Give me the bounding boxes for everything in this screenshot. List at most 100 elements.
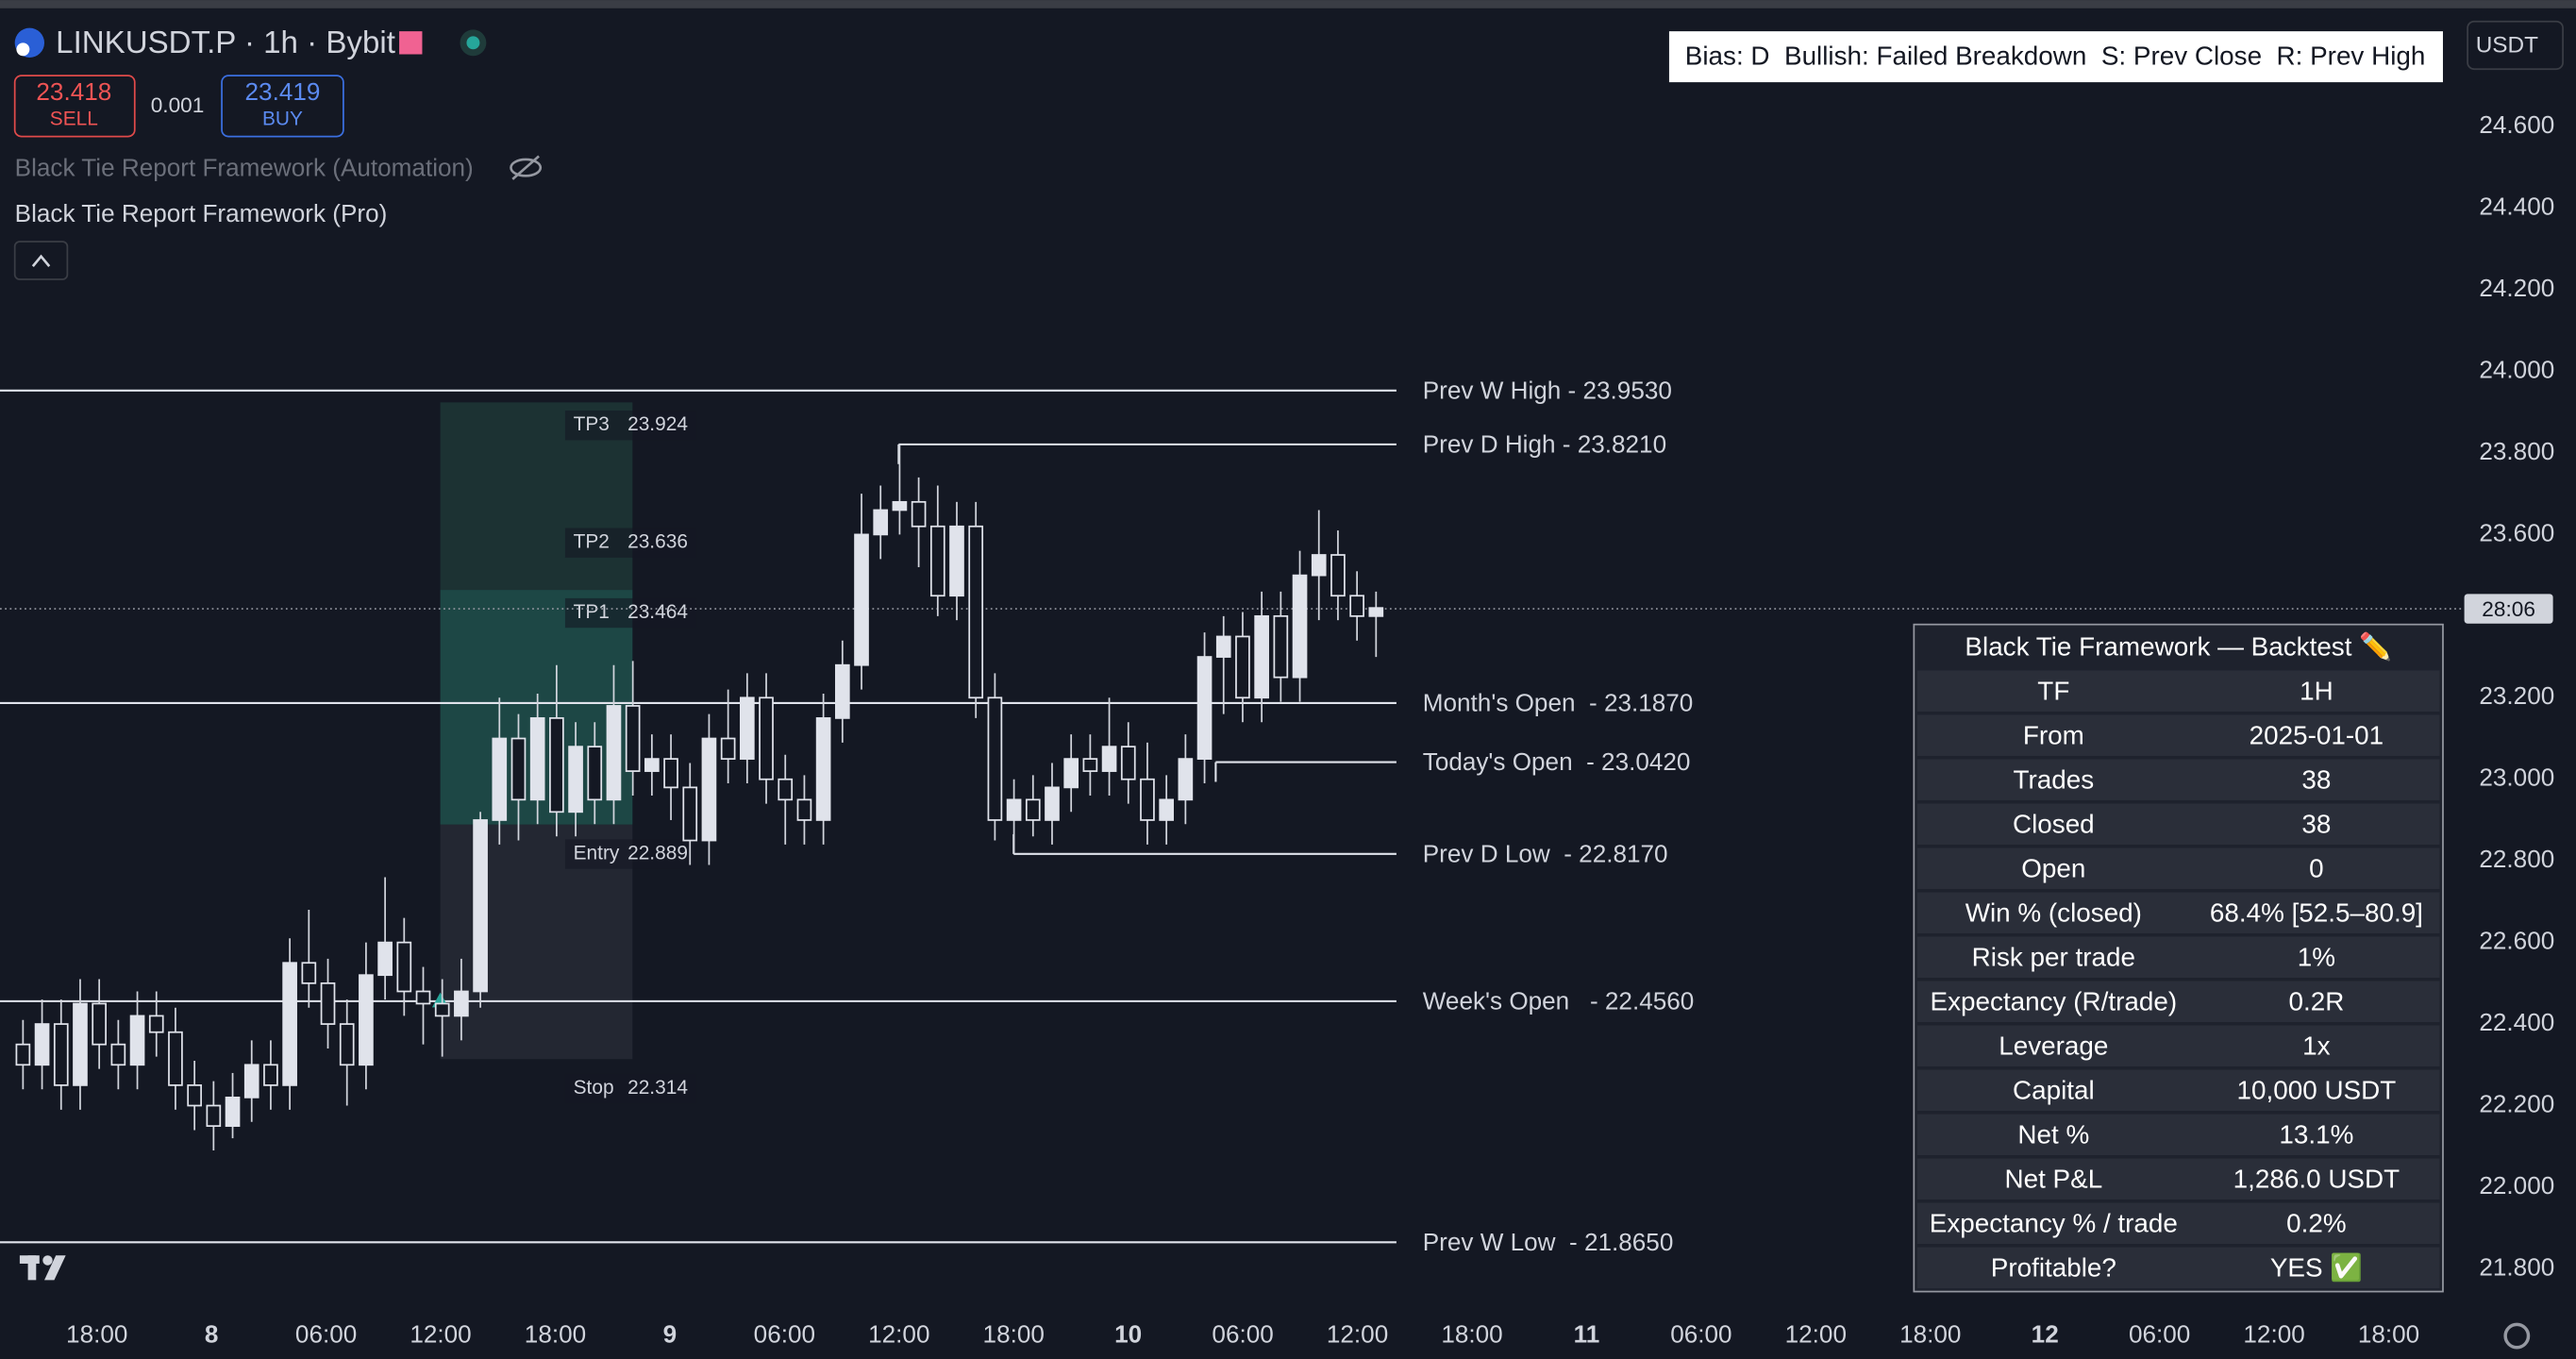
zone-label-bg	[564, 597, 697, 629]
caret-icon	[31, 254, 51, 267]
level-label: Prev W Low - 21.8650	[1423, 1228, 1674, 1256]
level-label: Month's Open - 23.1870	[1423, 689, 1694, 717]
table-cell-value: 38	[2301, 809, 2331, 838]
level-label: Prev W High - 23.9530	[1423, 376, 1672, 404]
table-cell-label: Net %	[2017, 1119, 2089, 1149]
candle-body	[949, 525, 964, 597]
table-cell-label: Leverage	[1999, 1031, 2108, 1060]
y-tick-label: 22.600	[2479, 927, 2554, 955]
candle-body	[720, 737, 736, 760]
candle-body	[454, 990, 469, 1017]
candle-body	[1159, 798, 1174, 821]
x-tick-label: 12	[2032, 1319, 2059, 1348]
table-cell-value: 2025-01-01	[2250, 720, 2384, 749]
buy-label: BUY	[262, 109, 303, 130]
x-tick-label: 06:00	[1212, 1319, 1273, 1348]
candle-body	[129, 1015, 145, 1066]
y-tick-label: 21.800	[2479, 1252, 2554, 1281]
table-cell-value: 0.2%	[2286, 1208, 2346, 1237]
candle-body	[301, 962, 317, 984]
status-dot	[466, 36, 480, 50]
candle-body	[568, 746, 583, 814]
bias-box	[1668, 31, 2443, 83]
currency[interactable]: USDT	[2476, 32, 2538, 58]
x-tick-label: 12:00	[1785, 1319, 1847, 1348]
candle-body	[396, 941, 412, 993]
candle-body	[1368, 607, 1384, 617]
symbol[interactable]: LINKUSDT.P · 1h · Bybit	[56, 25, 395, 60]
table-cell-label: Closed	[2013, 809, 2095, 838]
tv-logo[interactable]	[19, 1255, 66, 1281]
table-title: Black Tie Framework — Backtest ✏️	[1965, 629, 2391, 662]
table-cell-label: Profitable?	[1991, 1252, 2116, 1282]
x-tick-label: 18:00	[1441, 1319, 1502, 1348]
countdown-bg	[2464, 594, 2553, 624]
candle-body	[778, 778, 794, 801]
candle-body	[492, 737, 508, 821]
zone-label-name: Entry	[574, 843, 620, 864]
candle-body	[606, 705, 622, 801]
countdown: 28:06	[2482, 597, 2535, 621]
candle-body	[1215, 635, 1231, 658]
x-tick-label: 06:00	[295, 1319, 357, 1348]
table-cell-label: Open	[2021, 853, 2085, 882]
zone-label-value: 22.889	[627, 843, 688, 864]
candle-body	[377, 941, 393, 977]
sell-button[interactable]	[13, 75, 136, 138]
table-cell-value: 0.2R	[2288, 986, 2344, 1015]
table-cell-label: Expectancy % / trade	[1930, 1208, 2178, 1237]
table-cell-label: Trades	[2014, 764, 2095, 794]
currency-select[interactable]	[2467, 20, 2564, 71]
zone-label-bg	[564, 528, 697, 558]
candle-body	[187, 1084, 202, 1107]
bias-text: Bias: D Bullish: Failed Breakdown S: Pre…	[1685, 41, 2426, 70]
candle-body	[1063, 758, 1079, 789]
candle-body	[473, 819, 488, 993]
candle-body	[1101, 746, 1117, 772]
flag-icon[interactable]	[399, 31, 423, 55]
level-label: Prev D High - 23.8210	[1423, 430, 1666, 459]
settings-icon[interactable]	[2503, 1322, 2531, 1350]
x-tick-label: 18:00	[66, 1319, 127, 1348]
candle-body	[987, 696, 1003, 821]
candle-body	[263, 1064, 278, 1086]
table-row	[1916, 670, 2440, 712]
hidden-eye-icon[interactable]	[510, 155, 543, 180]
buy-button[interactable]	[221, 75, 344, 138]
candle-body	[73, 1002, 88, 1086]
indicator-name[interactable]: Black Tie Report Framework (Automation)	[15, 153, 474, 181]
y-tick-label: 22.800	[2479, 845, 2554, 873]
table-cell-value: 38	[2301, 764, 2331, 794]
table-row	[1916, 936, 2440, 979]
x-tick-label: 06:00	[754, 1319, 815, 1348]
overlay: Black Tie Framework — Backtest ✏️ TF 1H Fro…	[1913, 623, 2444, 1293]
x-tick-label: 11	[1574, 1319, 1600, 1348]
table-row	[1916, 714, 2440, 756]
candle-body	[663, 758, 678, 789]
x-tick-label: 12:00	[2243, 1319, 2304, 1348]
table-row	[1916, 803, 2440, 845]
table-row	[1916, 1158, 2440, 1200]
zone-label-value: 22.314	[627, 1077, 688, 1099]
candle-body	[53, 1023, 69, 1086]
candle-body	[1140, 778, 1155, 821]
candle-body	[1292, 574, 1308, 679]
x-tick-label: 06:00	[1670, 1319, 1731, 1348]
candle-body	[510, 737, 527, 801]
sell-price: 23.418	[36, 77, 111, 106]
candle-body	[1349, 595, 1364, 617]
table-cell-value: YES ✅	[2270, 1251, 2363, 1283]
y-tick-label: 23.800	[2479, 437, 2554, 465]
zone-label-value: 23.464	[627, 601, 688, 623]
candle-body	[282, 962, 297, 1086]
indicator-name[interactable]: Black Tie Report Framework (Pro)	[15, 199, 388, 227]
collapse-button[interactable]	[13, 241, 69, 280]
candle-body	[796, 798, 812, 821]
candle-body	[549, 717, 564, 814]
y-tick-label: 23.600	[2479, 518, 2554, 546]
candle-body	[1025, 798, 1041, 821]
candle-body	[359, 974, 374, 1066]
x-tick-label: 12:00	[410, 1319, 471, 1348]
candle-body	[1254, 614, 1269, 699]
